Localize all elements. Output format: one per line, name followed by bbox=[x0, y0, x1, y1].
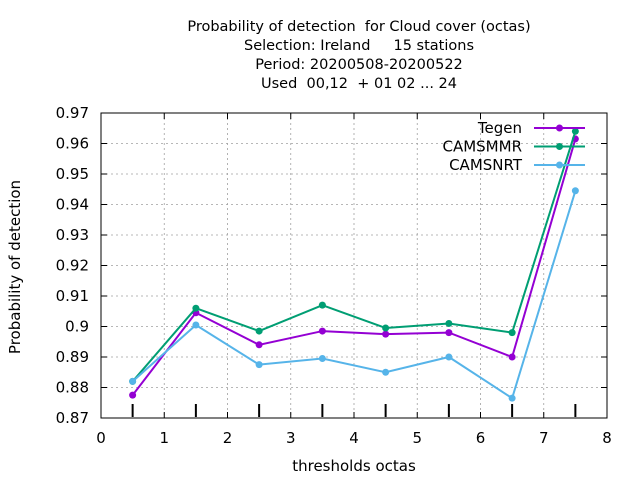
y-tick-label: 0.96 bbox=[56, 135, 89, 153]
series-group bbox=[129, 127, 579, 402]
y-tick-label: 0.97 bbox=[56, 104, 89, 122]
series-camsnrt bbox=[129, 187, 579, 402]
data-point-tegen bbox=[508, 353, 516, 361]
data-point-camsnrt bbox=[318, 355, 326, 363]
axes: 0 1 2 3 4 5 6 7 8 0.87 0.88 0.89 0.9 0.91 0.92 0.93 0.94… bbox=[56, 104, 612, 447]
x-tick-label: 7 bbox=[539, 429, 549, 447]
y-tick-label: 0.93 bbox=[56, 226, 89, 244]
y-tick-label: 0.94 bbox=[56, 196, 89, 214]
data-point-tegen bbox=[318, 327, 326, 335]
y-tick-label: 0.91 bbox=[56, 287, 89, 305]
grid bbox=[101, 113, 607, 418]
legend-label-camsmmr: CAMSMMR bbox=[442, 138, 522, 156]
x-tick-label: 3 bbox=[286, 429, 296, 447]
title-line-3: Period: 20200508-20200522 bbox=[255, 57, 463, 73]
data-point-tegen bbox=[255, 341, 263, 349]
data-point-tegen bbox=[129, 391, 137, 399]
x-tick-label: 5 bbox=[412, 429, 422, 447]
data-point-tegen bbox=[382, 330, 390, 338]
y-tick-label: 0.92 bbox=[56, 257, 89, 275]
legend-marker-camsmmr bbox=[556, 143, 563, 150]
x-tick-label: 2 bbox=[223, 429, 233, 447]
legend-marker-tegen bbox=[556, 124, 563, 132]
title-line-4: Used 00,12 + 01 02 ... 24 bbox=[260, 76, 457, 92]
legend-label-camsnrt: CAMSNRT bbox=[449, 156, 523, 174]
y-tick-label: 0.95 bbox=[56, 165, 89, 183]
data-point-camsnrt bbox=[192, 321, 200, 329]
data-point-camsmmr bbox=[382, 324, 390, 332]
y-tick-label: 0.87 bbox=[56, 409, 89, 427]
data-point-camsmmr bbox=[192, 304, 200, 312]
y-tick-label: 0.89 bbox=[56, 348, 89, 366]
data-point-camsmmr bbox=[318, 301, 326, 309]
data-point-camsnrt bbox=[571, 187, 579, 195]
x-tick-label: 1 bbox=[159, 429, 169, 447]
threshold-impulses bbox=[131, 404, 577, 417]
y-tick-label: 0.88 bbox=[56, 379, 89, 397]
x-tick-label: 4 bbox=[349, 429, 359, 447]
series-line-tegen bbox=[131, 138, 577, 396]
title-line-1: Probability of detection for Cloud cover… bbox=[187, 19, 531, 35]
x-tick-label: 8 bbox=[602, 429, 612, 447]
y-axis-label: Probability of detection bbox=[6, 180, 24, 354]
data-point-camsnrt bbox=[445, 353, 453, 361]
series-tegen bbox=[129, 135, 579, 399]
y-tick-label: 0.9 bbox=[65, 318, 89, 336]
x-tick-label: 6 bbox=[476, 429, 486, 447]
legend-marker-camsnrt bbox=[556, 161, 563, 169]
x-axis-label: thresholds octas bbox=[292, 457, 416, 475]
data-point-camsmmr bbox=[571, 127, 579, 135]
data-point-camsmmr bbox=[445, 319, 453, 327]
data-point-camsnrt bbox=[255, 361, 263, 369]
series-line-camsnrt bbox=[131, 190, 577, 400]
x-tick-label: 0 bbox=[96, 429, 106, 447]
title-line-2: Selection: Ireland 15 stations bbox=[243, 38, 475, 54]
data-point-camsmmr bbox=[255, 327, 263, 335]
data-point-camsnrt bbox=[382, 368, 390, 376]
data-point-camsnrt bbox=[508, 394, 516, 402]
series-line-camsmmr bbox=[131, 131, 577, 383]
data-point-camsnrt bbox=[129, 377, 137, 385]
data-point-tegen bbox=[445, 329, 453, 337]
data-point-camsmmr bbox=[508, 329, 516, 337]
legend-label-tegen: Tegen bbox=[477, 119, 522, 137]
